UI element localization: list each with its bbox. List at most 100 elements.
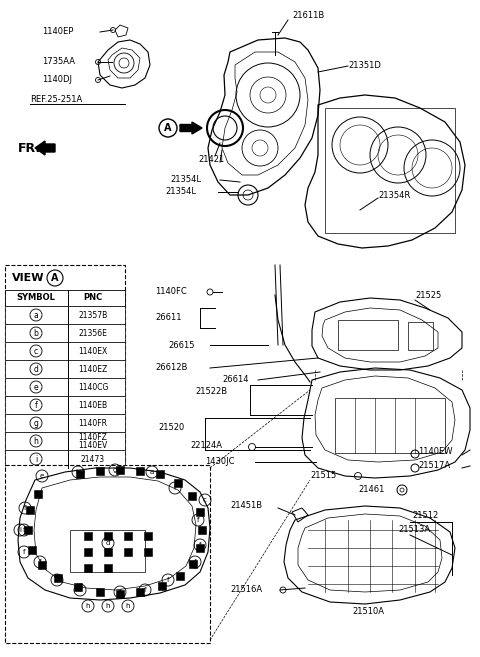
Bar — [34, 490, 42, 498]
Bar — [116, 466, 124, 474]
Text: 1735AA: 1735AA — [42, 58, 75, 66]
Bar — [76, 470, 84, 478]
Text: 26612B: 26612B — [155, 363, 187, 373]
Bar — [84, 564, 92, 572]
Text: d: d — [106, 540, 110, 546]
Bar — [116, 590, 124, 598]
Text: 1140EV: 1140EV — [78, 442, 108, 451]
Text: f: f — [23, 527, 25, 533]
Text: b: b — [76, 469, 80, 475]
Text: 1140CG: 1140CG — [78, 382, 108, 392]
Text: 21515: 21515 — [310, 470, 336, 480]
Bar — [124, 532, 132, 540]
Bar — [176, 572, 184, 580]
Bar — [5, 432, 125, 450]
Text: h: h — [34, 436, 38, 445]
Text: VIEW: VIEW — [12, 273, 45, 283]
Text: g: g — [34, 419, 38, 428]
Text: 21611B: 21611B — [292, 12, 324, 20]
Bar — [104, 564, 112, 572]
Text: 1140DJ: 1140DJ — [42, 76, 72, 85]
Bar — [5, 396, 125, 414]
Bar — [96, 467, 104, 475]
Text: i: i — [35, 455, 37, 463]
Text: 21357B: 21357B — [78, 311, 108, 319]
Text: REF.25-251A: REF.25-251A — [30, 95, 82, 104]
Text: g: g — [113, 467, 117, 473]
Bar — [26, 506, 34, 514]
Text: 21451B: 21451B — [230, 501, 262, 509]
Text: 21517A: 21517A — [418, 461, 450, 470]
Text: A: A — [51, 273, 59, 283]
Text: f: f — [197, 517, 199, 523]
Text: 21522B: 21522B — [195, 388, 227, 397]
Text: f: f — [23, 549, 25, 555]
Text: PNC: PNC — [84, 294, 103, 302]
Bar — [104, 532, 112, 540]
Text: h: h — [86, 603, 90, 609]
Text: f: f — [119, 589, 121, 595]
Text: b: b — [34, 328, 38, 338]
Text: 1140EX: 1140EX — [78, 346, 108, 355]
Bar — [196, 508, 204, 516]
Text: f: f — [167, 577, 169, 583]
Text: 21354L: 21354L — [165, 187, 196, 196]
Text: 21525: 21525 — [415, 292, 441, 300]
Text: 21461: 21461 — [358, 486, 384, 495]
Text: 26611: 26611 — [155, 313, 181, 323]
Text: d: d — [34, 365, 38, 373]
Bar — [335, 398, 445, 453]
Bar — [188, 492, 196, 500]
Bar — [84, 548, 92, 556]
Text: f: f — [194, 559, 196, 565]
Text: f: f — [35, 401, 37, 409]
Text: f: f — [79, 587, 81, 593]
Bar — [196, 544, 204, 552]
Bar — [5, 306, 125, 324]
Text: h: h — [126, 603, 130, 609]
Bar — [408, 322, 433, 350]
Text: 21510A: 21510A — [352, 608, 384, 616]
Text: 21516A: 21516A — [230, 585, 262, 595]
Bar — [5, 414, 125, 432]
FancyArrow shape — [35, 141, 55, 155]
Text: 21520: 21520 — [158, 424, 184, 432]
Text: 21356E: 21356E — [79, 328, 108, 338]
Bar — [136, 588, 144, 596]
Bar — [198, 526, 206, 534]
Text: c: c — [203, 497, 207, 503]
Text: 1140FR: 1140FR — [79, 419, 108, 428]
Text: 1140FC: 1140FC — [155, 288, 187, 296]
Bar — [144, 532, 152, 540]
Bar — [104, 548, 112, 556]
Bar — [74, 583, 82, 591]
Text: 21351D: 21351D — [348, 62, 381, 70]
Text: f: f — [144, 587, 146, 593]
Text: 1140EP: 1140EP — [42, 28, 73, 37]
Bar — [136, 467, 144, 475]
Text: 21512: 21512 — [412, 512, 438, 520]
Bar — [5, 342, 125, 360]
Bar — [54, 574, 62, 582]
Text: A: A — [164, 123, 172, 133]
Bar — [28, 546, 36, 554]
Text: a: a — [150, 469, 154, 475]
Text: 1140EW: 1140EW — [418, 447, 453, 457]
Text: f: f — [56, 577, 58, 583]
Bar — [5, 324, 125, 342]
Text: 21473: 21473 — [81, 455, 105, 463]
Text: f: f — [39, 559, 41, 565]
Bar — [70, 530, 145, 572]
Text: f: f — [24, 505, 26, 511]
Text: 26615: 26615 — [168, 340, 194, 350]
Text: 1430JC: 1430JC — [205, 457, 235, 466]
Text: 21354L: 21354L — [170, 175, 201, 185]
Bar — [38, 561, 46, 569]
Text: f: f — [174, 485, 176, 491]
Text: a: a — [34, 311, 38, 319]
Text: 26614: 26614 — [222, 376, 249, 384]
Text: 1140EZ: 1140EZ — [78, 365, 108, 373]
Text: e: e — [34, 382, 38, 392]
Bar — [5, 360, 125, 378]
Bar — [5, 378, 125, 396]
